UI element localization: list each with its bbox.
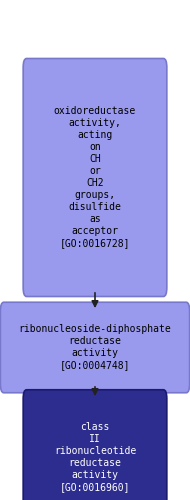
FancyBboxPatch shape [0,302,190,393]
FancyBboxPatch shape [23,390,167,500]
Text: class
II
ribonucleotide
reductase
activity
[GO:0016960]: class II ribonucleotide reductase activi… [54,422,136,492]
FancyBboxPatch shape [23,58,167,296]
Text: oxidoreductase
activity,
acting
on
CH
or
CH2
groups,
disulfide
as
acceptor
[GO:0: oxidoreductase activity, acting on CH or… [54,106,136,249]
Text: ribonucleoside-diphosphate
reductase
activity
[GO:0004748]: ribonucleoside-diphosphate reductase act… [19,324,171,370]
